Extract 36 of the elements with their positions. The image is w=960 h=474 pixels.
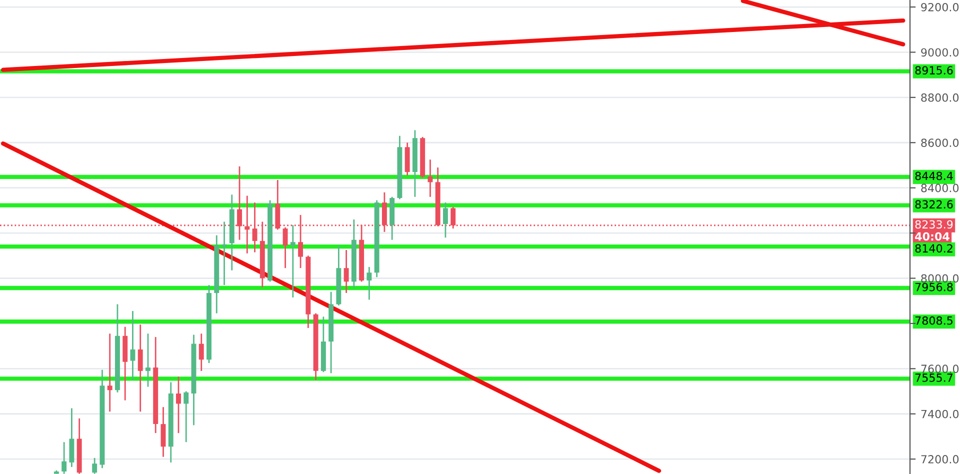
candlestick bbox=[138, 324, 143, 412]
candlestick bbox=[344, 249, 349, 294]
candlestick bbox=[146, 332, 150, 388]
y-tick-label: 7600.0 bbox=[921, 364, 959, 374]
ref-line-label: 7808.5 bbox=[915, 316, 952, 325]
candlestick bbox=[107, 332, 112, 412]
y-tick-label: 9000.0 bbox=[921, 48, 959, 57]
candlestick bbox=[130, 310, 136, 381]
ref-line-label: 8140.2 bbox=[915, 244, 952, 253]
candlestick bbox=[252, 202, 258, 253]
y-tick-label: 8000.0 bbox=[921, 274, 959, 283]
ref-line-label: 7956.8 bbox=[915, 282, 953, 292]
ref-line-label: 8233.9 bbox=[915, 220, 953, 229]
y-tick-label: 8600.0 bbox=[921, 138, 959, 148]
y-tick-label: 7400.0 bbox=[921, 410, 959, 418]
ref-line-label: 8915.6 bbox=[915, 66, 953, 75]
candlestick bbox=[92, 457, 98, 474]
y-tick-label: 8800.0 bbox=[921, 93, 959, 102]
candlestick bbox=[442, 202, 448, 238]
y-tick-label: 7200.0 bbox=[921, 455, 959, 464]
candlestick bbox=[244, 195, 250, 254]
y-tick-label: 9200.0 bbox=[921, 2, 959, 12]
candlestick bbox=[198, 332, 204, 372]
candlestick bbox=[428, 158, 433, 198]
candlestick bbox=[290, 224, 296, 298]
y-tick-label: 8400.0 bbox=[921, 184, 959, 192]
candlestick bbox=[62, 441, 67, 474]
candlestick bbox=[69, 408, 74, 468]
ref-line-label: 7555.7 bbox=[915, 374, 952, 382]
candlestick bbox=[366, 266, 372, 300]
ref-line-label: 8322.6 bbox=[915, 200, 953, 209]
ref-line-label: 8448.4 bbox=[915, 172, 953, 180]
candlestick bbox=[184, 390, 189, 443]
candlestick bbox=[160, 406, 166, 458]
text: 40:04 bbox=[915, 232, 950, 241]
candlestick bbox=[176, 376, 181, 434]
